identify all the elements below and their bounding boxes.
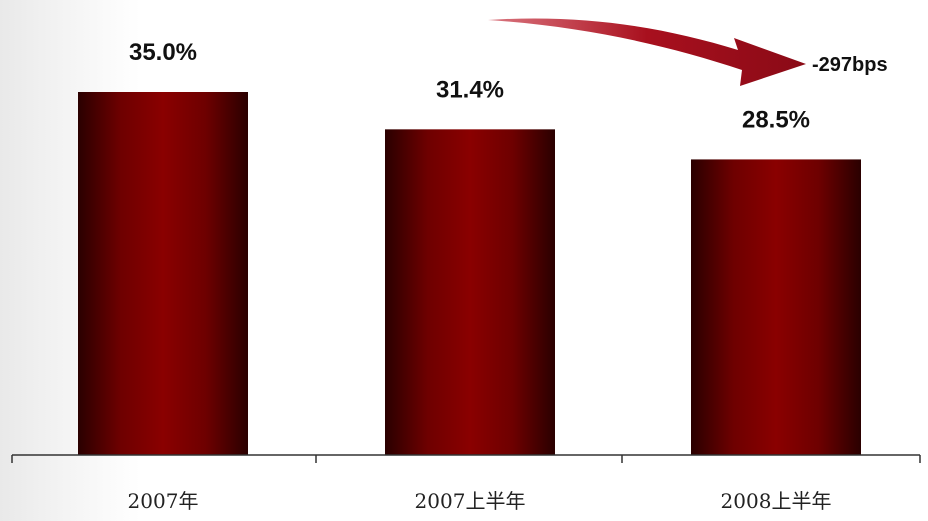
trend-arrow-body [488, 18, 806, 87]
bar-1 [78, 92, 248, 455]
bar-value-label: 35.0% [129, 39, 197, 66]
bar-2 [385, 129, 555, 455]
category-label: 2008上半年 [721, 489, 832, 513]
value-labels-layer: 35.0% 31.4% 28.5% [129, 39, 810, 133]
bar-value-label: 31.4% [436, 76, 504, 103]
trend-annotation: -297bps [812, 54, 888, 76]
bar-value-label: 28.5% [742, 106, 810, 133]
category-label: 2007年 [128, 489, 199, 513]
bar-3 [691, 159, 861, 455]
trend-arrow [488, 18, 806, 87]
category-label: 2007上半年 [415, 489, 526, 513]
x-axis [11, 454, 921, 463]
category-labels-layer: 2007年 2007上半年 2008上半年 [128, 489, 832, 513]
bars-layer [78, 92, 861, 455]
